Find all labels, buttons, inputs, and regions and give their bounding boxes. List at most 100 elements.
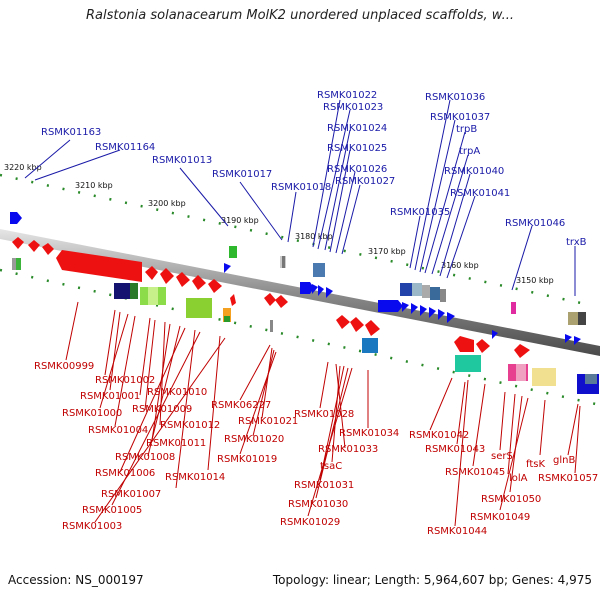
gene-arrow [476, 339, 490, 353]
gene-arrow [574, 336, 581, 345]
scale-label: 3200 kbp [148, 199, 186, 208]
gene-label: RSMK01012 [160, 420, 220, 431]
gene-label: RSMK01018 [271, 182, 331, 193]
gene-label: RSMK01046 [505, 218, 565, 229]
gene-arrow [230, 294, 236, 306]
gene-label: RSMK01000 [62, 408, 122, 419]
gene-arrow [160, 268, 174, 284]
gene-arrow [300, 282, 314, 294]
gene-arrow [28, 240, 40, 252]
gene-label: trxB [566, 237, 587, 248]
gene-label: RSMK01028 [294, 409, 354, 420]
gene-label: glnB [553, 455, 575, 466]
gene-arrow [514, 344, 530, 358]
gene-label: RSMK00999 [34, 361, 94, 372]
gene-arrow [429, 307, 436, 318]
gene-label: RSMK01023 [323, 102, 383, 113]
gene-label: RSMK01003 [62, 521, 122, 532]
gene-label: RSMK01001 [80, 391, 140, 402]
gene-label: RSMK01021 [238, 416, 298, 427]
gene-arrow [176, 272, 190, 287]
genome-stats-label: Topology: linear; Length: 5,964,607 bp; … [272, 573, 592, 587]
gene-arrow [42, 243, 54, 255]
gene-label: RSMK01022 [317, 90, 377, 101]
gene-label: RSMK01033 [318, 444, 378, 455]
gene-arrow [312, 284, 318, 294]
gene-label: serS [491, 451, 513, 462]
map-title: Ralstonia solanacearum MolK2 unordered u… [85, 8, 514, 23]
gene-label: RSMK01043 [425, 444, 485, 455]
gene-label: RSMK01163 [41, 127, 101, 138]
gene-label: RSMK01014 [165, 472, 225, 483]
gene-label: RSMK01020 [224, 434, 284, 445]
gene-label: RSMK01034 [339, 428, 399, 439]
gene-label: RSMK01019 [217, 454, 277, 465]
gene-arrow [224, 263, 231, 273]
gene-label: RSMK01036 [425, 92, 485, 103]
scale-label: 3190 kbp [221, 216, 259, 225]
minus-label-connectors [65, 301, 581, 527]
gene-label: RSMK01045 [445, 467, 505, 478]
gene-label: trpA [459, 146, 480, 157]
gene-label: RSMK01037 [430, 112, 490, 123]
gene-label: tsaC [320, 461, 342, 472]
scale-labels: 3220 kbp 3210 kbp 3200 kbp 3190 kbp 3180… [4, 163, 554, 285]
gene-label: RSMK01029 [280, 517, 340, 528]
minus-strand-labels: RSMK00999 RSMK01002 RSMK01001 RSMK01000 … [34, 361, 598, 537]
gene-arrow [192, 275, 206, 290]
gene-arrow [447, 312, 455, 323]
gene-arrow [145, 266, 158, 280]
gene-label: ftsK [526, 459, 545, 470]
gene-arrow [402, 302, 409, 312]
gene-label: RSMK01044 [427, 526, 487, 537]
scale-label: 3150 kbp [516, 276, 554, 285]
gene-label: RSMK01007 [101, 489, 161, 500]
gene-arrow [438, 309, 445, 320]
gene-arrow [378, 300, 403, 312]
gene-label: lolA [509, 473, 528, 484]
gene-arrow [454, 336, 474, 352]
gene-label: RSMK01050 [481, 494, 541, 505]
gene-label: RSMK01040 [444, 166, 504, 177]
gene-label: RSMK01164 [95, 142, 155, 153]
plus-strand-gene-arrows [10, 212, 581, 345]
gene-arrow [12, 237, 24, 249]
gene-arrow [275, 295, 288, 308]
gene-label: RSMK01027 [335, 176, 395, 187]
gene-label: RSMK01002 [95, 375, 155, 386]
cog-bars-plus [12, 246, 586, 325]
gene-label: RSMK01024 [327, 123, 387, 134]
gene-label: RSMK01041 [450, 188, 510, 199]
scale-label: 3220 kbp [4, 163, 42, 172]
gene-label: RSMK01057 [538, 473, 598, 484]
gene-arrow [318, 285, 324, 296]
gene-arrow [492, 330, 498, 339]
plus-strand-labels: RSMK01163 RSMK01164 RSMK01013 RSMK01017 … [41, 90, 587, 248]
gene-label: RSMK01031 [294, 480, 354, 491]
gene-label: RSMK01008 [115, 452, 175, 463]
scale-label: 3210 kbp [75, 181, 113, 190]
gene-label: RSMK01006 [95, 468, 155, 479]
gene-arrow [350, 317, 364, 332]
accession-label: Accession: NS_000197 [8, 573, 144, 587]
gene-arrow [565, 334, 572, 343]
gene-label: RSMK01005 [82, 505, 142, 516]
gene-arrow [326, 287, 333, 298]
gene-label: RSMK01042 [409, 430, 469, 441]
plus-label-connectors [24, 99, 576, 296]
gene-label: RSMK01049 [470, 512, 530, 523]
gene-label: RSMK01010 [147, 387, 207, 398]
gene-arrow [264, 293, 276, 306]
gene-label: RSMK01025 [327, 143, 387, 154]
scale-label: 3160 kbp [441, 261, 479, 270]
cog-bars-minus [114, 283, 599, 394]
gene-arrow [336, 315, 350, 329]
gene-label: RSMK01009 [132, 404, 192, 415]
lower-scale-track [0, 268, 600, 407]
gene-arrow [365, 320, 380, 336]
gene-label: RSMK01026 [327, 164, 387, 175]
scale-label: 3170 kbp [368, 247, 406, 256]
gene-label: RSMK01011 [146, 438, 206, 449]
